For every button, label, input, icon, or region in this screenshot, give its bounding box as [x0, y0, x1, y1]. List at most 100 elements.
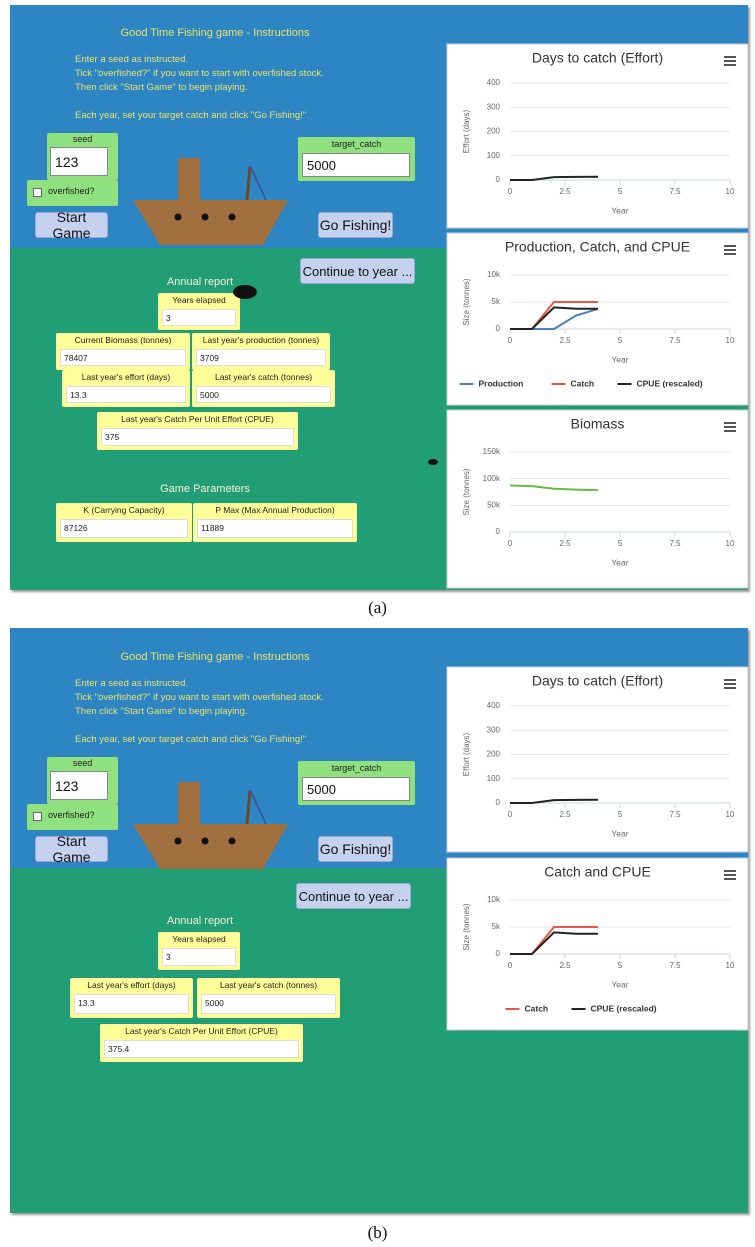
x-axis-title: Year — [611, 557, 628, 567]
x-tick-label: 2.5 — [559, 539, 571, 548]
legend-label: Production — [479, 378, 524, 388]
y-tick-label: 10k — [487, 270, 501, 279]
menu-icon — [724, 60, 736, 62]
y-axis-title: Size (tonnes) — [462, 278, 471, 325]
legend-label: CPUE (rescaled) — [591, 1003, 657, 1013]
y-tick-label: 100 — [487, 774, 501, 783]
instruction-line: Enter a seed as instructed. — [75, 54, 189, 65]
overfished-label: overfished? — [48, 810, 95, 820]
x-axis-title: Year — [611, 354, 628, 364]
y-tick-label: 0 — [496, 949, 501, 958]
menu-icon — [724, 870, 736, 872]
x-tick-label: 5 — [618, 187, 623, 196]
field-value: 3709 — [196, 349, 326, 366]
field-label: Last year's catch (tonnes) — [214, 372, 313, 382]
y-tick-label: 150k — [483, 447, 501, 456]
field-value: 3 — [162, 948, 236, 966]
field-label: Last year's production (tonnes) — [202, 335, 320, 345]
legend-label: CPUE (rescaled) — [637, 378, 703, 388]
field-label: Current Biomass (tonnes) — [74, 335, 172, 345]
y-axis-title: Effort (days) — [462, 732, 471, 776]
checkbox[interactable] — [33, 812, 42, 821]
continue-button[interactable]: Continue to year ... — [296, 883, 411, 909]
x-tick-label: 7.5 — [669, 187, 681, 196]
chart-title: Biomass — [571, 416, 625, 432]
seed-input[interactable]: 123 — [50, 147, 108, 176]
menu-icon — [724, 426, 736, 428]
y-tick-label: 5k — [492, 922, 501, 931]
start-button[interactable]: Start Game — [35, 833, 108, 865]
x-tick-label: 7.5 — [669, 336, 681, 345]
field-label: Last year's Catch Per Unit Effort (CPUE) — [121, 414, 274, 424]
report-title: Annual report — [166, 915, 234, 927]
instruction-line: Then click "Start Game" to begin playing… — [75, 82, 248, 93]
overfished-field — [27, 804, 118, 830]
go-button[interactable]: Go Fishing! — [318, 212, 393, 238]
porthole — [174, 837, 182, 845]
start-button[interactable]: Start Game — [35, 209, 108, 241]
go-button[interactable]: Go Fishing! — [318, 836, 393, 862]
x-tick-label: 0 — [508, 187, 513, 196]
x-tick-label: 10 — [726, 539, 735, 548]
overfished-label: overfished? — [48, 186, 95, 196]
target-input[interactable]: 5000 — [302, 777, 410, 801]
x-tick-label: 10 — [726, 336, 735, 345]
y-tick-label: 300 — [487, 725, 501, 734]
continue-button[interactable]: Continue to year ... — [300, 258, 415, 284]
x-tick-label: 2.5 — [559, 187, 571, 196]
x-tick-label: 7.5 — [669, 810, 681, 819]
chart-title: Days to catch (Effort) — [532, 50, 663, 66]
y-tick-label: 5k — [492, 297, 501, 306]
field-label: Years elapsed — [172, 934, 226, 944]
boat-hull — [133, 200, 288, 245]
target-label: target_catch — [331, 139, 382, 149]
chart-title: Catch and CPUE — [544, 864, 651, 880]
x-axis-title: Year — [611, 979, 628, 989]
y-tick-label: 0 — [496, 527, 501, 536]
chart-background — [446, 857, 749, 1031]
y-tick-label: 200 — [487, 127, 501, 136]
checkbox[interactable] — [33, 188, 42, 197]
boat-rope — [249, 165, 267, 201]
chart-background — [446, 409, 749, 589]
y-axis-title: Size (tonnes) — [462, 468, 471, 515]
cursor-blob — [428, 459, 438, 465]
overfished-field — [27, 180, 118, 206]
x-tick-label: 5 — [618, 336, 623, 345]
x-tick-label: 7.5 — [669, 961, 681, 970]
porthole — [228, 837, 236, 845]
boat-rope — [249, 789, 267, 825]
porthole — [201, 837, 209, 845]
target-input[interactable]: 5000 — [302, 153, 410, 177]
seed-label: seed — [72, 758, 93, 768]
series-line — [510, 175, 599, 181]
menu-icon — [724, 64, 736, 66]
y-tick-label: 300 — [487, 102, 501, 111]
y-axis-title: Size (tonnes) — [462, 903, 471, 950]
field-label: Years elapsed — [172, 295, 226, 305]
series-line — [510, 798, 599, 804]
boat-hull — [133, 824, 288, 869]
menu-icon — [724, 679, 736, 681]
field-value: 5000 — [196, 386, 331, 403]
boat-funnel — [178, 782, 200, 826]
menu-icon — [724, 253, 736, 255]
field-value: 78407 — [60, 349, 186, 366]
x-tick-label: 2.5 — [559, 810, 571, 819]
field-label: P Max (Max Annual Production) — [215, 505, 335, 515]
menu-icon — [724, 245, 736, 247]
y-tick-label: 400 — [487, 701, 501, 710]
cursor-blob — [233, 285, 257, 299]
instruction-line: Each year, set your target catch and cli… — [75, 734, 307, 745]
boat-funnel — [178, 158, 200, 202]
chart-title: Days to catch (Effort) — [532, 673, 663, 689]
porthole — [174, 213, 182, 221]
instruction-line: Each year, set your target catch and cli… — [75, 110, 307, 121]
seed-input[interactable]: 123 — [50, 771, 108, 800]
instruction-line: Then click "Start Game" to begin playing… — [75, 706, 248, 717]
field-label: Last year's effort (days) — [87, 980, 176, 990]
x-tick-label: 7.5 — [669, 539, 681, 548]
field-label: Last year's Catch Per Unit Effort (CPUE) — [125, 1026, 278, 1036]
